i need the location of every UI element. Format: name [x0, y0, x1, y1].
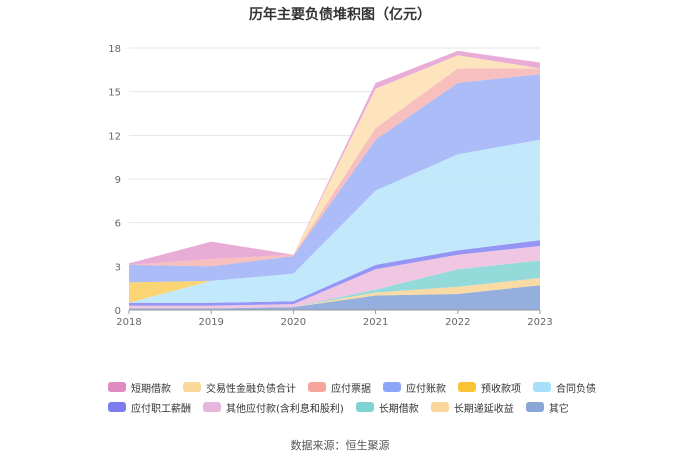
- y-tick-label: 9: [115, 175, 121, 186]
- legend-item[interactable]: 应付职工薪酬: [108, 400, 191, 415]
- area-应付职工薪酬: [129, 240, 540, 306]
- x-tick-label: 2019: [198, 317, 223, 328]
- legend-item[interactable]: 合同负债: [533, 380, 596, 395]
- legend-label: 应付账款: [406, 383, 446, 395]
- source-note: 数据来源：恒生聚源: [290, 439, 390, 452]
- legend: 短期借款 交易性金融负债合计 应付票据 应付账款 预收款项 合同负债应付职工薪酬 其他应付款…: [108, 377, 608, 417]
- y-tick-label: 12: [108, 131, 121, 142]
- y-tick-label: 18: [108, 44, 121, 55]
- legend-item[interactable]: 长期递延收益: [430, 400, 514, 415]
- legend-swatch: [458, 382, 476, 392]
- legend-swatch: [533, 382, 551, 392]
- area-其他应付款(含利息和股利): [129, 245, 540, 309]
- y-tick-label: 3: [115, 262, 121, 273]
- y-tick-label: 15: [108, 88, 121, 99]
- legend-item[interactable]: 应付票据: [308, 380, 371, 395]
- legend-label: 合同负债: [556, 383, 596, 395]
- legend-label: 应付票据: [331, 383, 371, 395]
- legend-item[interactable]: 预收款项: [458, 380, 521, 395]
- legend-item[interactable]: 其它: [525, 400, 569, 415]
- legend-swatch: [108, 382, 126, 392]
- area-其它: [129, 285, 540, 310]
- legend-item[interactable]: 其他应付款(含利息和股利): [203, 400, 344, 415]
- legend-label: 短期借款: [131, 383, 171, 395]
- legend-item[interactable]: 应付账款: [383, 380, 446, 395]
- legend-item[interactable]: 长期借款: [355, 400, 419, 415]
- chart-title: 历年主要负债堆积图（亿元）: [249, 7, 431, 23]
- axes: 0 3 6 9 12 15 18 2018 2019 2020 2021 2022 2023: [108, 44, 552, 328]
- legend-swatch: [525, 402, 544, 412]
- legend-label: 交易性金融负债合计: [206, 383, 296, 395]
- legend-label: 其它: [548, 403, 569, 415]
- area-应付账款: [129, 74, 540, 283]
- legend-swatch: [383, 382, 401, 392]
- legend-swatch: [308, 382, 326, 392]
- legend-label: 长期借款: [378, 403, 419, 415]
- x-tick-label: 2023: [527, 317, 552, 328]
- y-tick-label: 6: [115, 219, 121, 230]
- legend-item[interactable]: 短期借款: [108, 380, 171, 395]
- legend-label: 长期递延收益: [453, 403, 514, 415]
- legend-label: 预收款项: [481, 383, 521, 395]
- legend-swatch: [203, 402, 221, 412]
- legend-swatch: [108, 402, 126, 412]
- legend-swatch: [430, 402, 449, 412]
- x-tick-label: 2018: [116, 317, 141, 328]
- area-预收款项: [129, 139, 540, 303]
- legend-label: 其他应付款(含利息和股利): [226, 403, 344, 415]
- legend-item[interactable]: 交易性金融负债合计: [183, 380, 296, 395]
- legend-label: 应付职工薪酬: [131, 403, 191, 415]
- legend-swatch: [183, 382, 201, 392]
- y-tick-label: 0: [115, 306, 121, 317]
- legend-swatch: [355, 402, 374, 412]
- x-tick-label: 2020: [281, 317, 306, 328]
- area-长期递延收益: [129, 277, 540, 309]
- x-tick-label: 2022: [445, 317, 470, 328]
- x-tick-label: 2021: [363, 317, 388, 328]
- area-series: [129, 50, 540, 310]
- legend-row: 短期借款 交易性金融负债合计 应付票据 应付账款 预收款项 合同负债: [108, 377, 608, 397]
- legend-row: 应付职工薪酬 其他应付款(含利息和股利) 长期借款 长期递延收益 其它: [108, 397, 608, 417]
- area-合同负债: [129, 139, 540, 303]
- area-长期借款: [129, 260, 540, 309]
